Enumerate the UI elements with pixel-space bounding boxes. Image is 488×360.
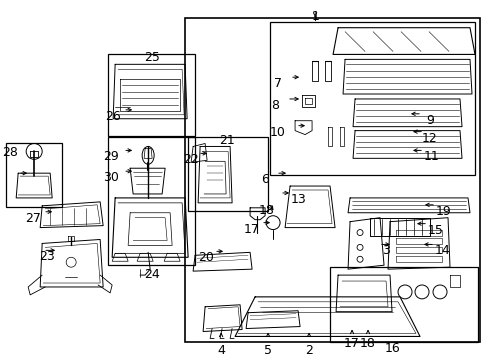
Text: 26: 26 [105, 110, 121, 123]
Text: 17: 17 [244, 222, 260, 236]
Text: 6: 6 [261, 173, 268, 186]
Text: 25: 25 [144, 51, 160, 64]
Text: 18: 18 [359, 337, 375, 350]
Text: 17: 17 [344, 337, 359, 350]
Text: 13: 13 [289, 193, 305, 206]
Bar [329, 267, 477, 342]
Text: 19: 19 [435, 205, 451, 218]
Text: 9: 9 [425, 114, 433, 127]
Text: 14: 14 [434, 244, 450, 257]
Text: 28: 28 [2, 147, 18, 159]
Text: 22: 22 [183, 153, 199, 166]
Bar [185, 18, 479, 342]
Text: 11: 11 [423, 150, 439, 163]
Bar [108, 136, 195, 265]
Text: 2: 2 [305, 345, 312, 357]
Text: 30: 30 [103, 171, 119, 184]
Bar [188, 136, 267, 211]
Text: 12: 12 [421, 132, 437, 145]
Text: 20: 20 [198, 251, 214, 264]
Text: 4: 4 [217, 345, 224, 357]
Text: 29: 29 [103, 150, 119, 163]
Bar [108, 54, 195, 136]
Text: 23: 23 [39, 250, 55, 264]
Text: 1: 1 [311, 10, 319, 23]
Text: 8: 8 [270, 99, 279, 112]
Text: 3: 3 [381, 244, 389, 257]
Bar [6, 144, 62, 207]
Text: 7: 7 [273, 77, 282, 90]
Text: 15: 15 [427, 224, 443, 237]
Text: 10: 10 [269, 126, 285, 139]
Text: 27: 27 [25, 212, 41, 225]
Text: 5: 5 [264, 345, 271, 357]
Bar [269, 22, 474, 175]
Text: 21: 21 [219, 134, 235, 147]
Text: 16: 16 [385, 342, 400, 355]
Text: 18: 18 [259, 204, 274, 217]
Text: 24: 24 [144, 268, 160, 281]
